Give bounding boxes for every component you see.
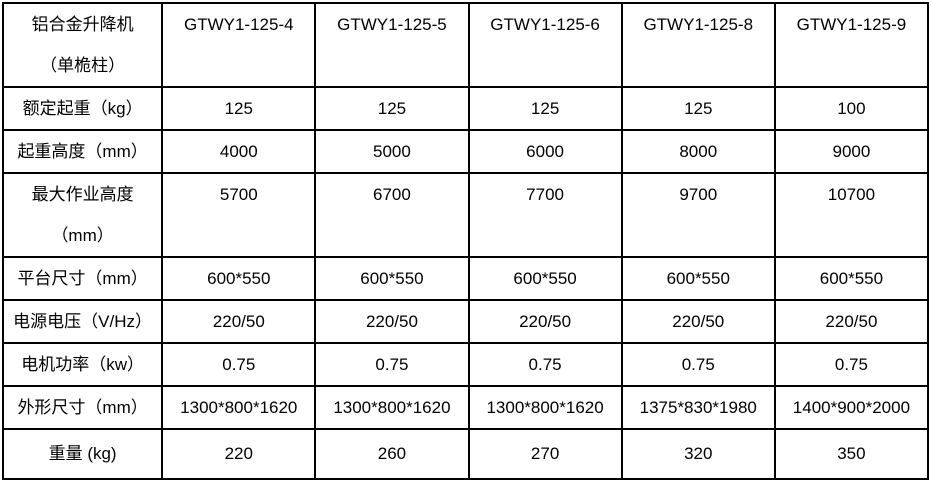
spec-cell: 1300*800*1620 — [467, 385, 623, 430]
spec-cell: 100 — [773, 86, 930, 131]
product-name-line1: 铝合金升降机 — [31, 15, 134, 34]
spec-cell: 220/50 — [620, 299, 776, 344]
spec-cell: 220/50 — [773, 299, 930, 344]
spec-cell: 1375*830*1980 — [620, 385, 776, 430]
spec-cell: 7700 — [467, 172, 623, 258]
spec-cell: 9000 — [773, 129, 930, 174]
table-row-lifting-height: 起重高度（mm） 4000 5000 6000 8000 9000 — [1, 129, 930, 174]
model-header: GTWY1-125-9 — [773, 2, 930, 88]
spec-cell: 125 — [467, 86, 623, 131]
spec-cell: 125 — [620, 86, 776, 131]
spec-cell: 0.75 — [773, 342, 930, 387]
spec-cell: 5700 — [161, 172, 317, 258]
spec-cell: 260 — [314, 428, 470, 480]
spec-cell: 220/50 — [467, 299, 623, 344]
model-header: GTWY1-125-4 — [161, 2, 317, 88]
table-row-weight: 重量 (kg) 220 260 270 320 350 — [1, 428, 930, 480]
table-header-row: 铝合金升降机 （单桅柱） GTWY1-125-4 GTWY1-125-5 GTW… — [1, 2, 930, 88]
spec-cell: 320 — [620, 428, 776, 480]
spec-cell: 0.75 — [467, 342, 623, 387]
spec-cell: 8000 — [620, 129, 776, 174]
table-row-max-working-height: 最大作业高度 （mm） 5700 6700 7700 9700 10700 — [1, 172, 930, 258]
model-header: GTWY1-125-8 — [620, 2, 776, 88]
row-label: 最大作业高度 （mm） — [1, 172, 164, 258]
table-row-rated-load: 额定起重（kg） 125 125 125 125 100 — [1, 86, 930, 131]
row-label: 额定起重（kg） — [1, 86, 164, 131]
product-name-cell: 铝合金升降机 （单桅柱） — [1, 2, 164, 88]
spec-cell: 600*550 — [620, 256, 776, 301]
spec-cell: 6700 — [314, 172, 470, 258]
row-label: 重量 (kg) — [1, 428, 164, 480]
table-row-platform-size: 平台尺寸（mm） 600*550 600*550 600*550 600*550… — [1, 256, 930, 301]
spec-cell: 1300*800*1620 — [161, 385, 317, 430]
model-header: GTWY1-125-6 — [467, 2, 623, 88]
model-header: GTWY1-125-5 — [314, 2, 470, 88]
row-label-line2: （mm） — [51, 226, 114, 245]
spec-cell: 600*550 — [467, 256, 623, 301]
spec-cell: 1300*800*1620 — [314, 385, 470, 430]
spec-cell: 270 — [467, 428, 623, 480]
spec-cell: 4000 — [161, 129, 317, 174]
spec-cell: 5000 — [314, 129, 470, 174]
table-row-motor-power: 电机功率（kw） 0.75 0.75 0.75 0.75 0.75 — [1, 342, 930, 387]
spec-cell: 220 — [161, 428, 317, 480]
row-label: 电机功率（kw） — [1, 342, 164, 387]
spec-cell: 600*550 — [161, 256, 317, 301]
spec-cell: 220/50 — [161, 299, 317, 344]
spec-cell: 600*550 — [773, 256, 930, 301]
spec-cell: 350 — [773, 428, 930, 480]
table-row-power-voltage: 电源电压（V/Hz） 220/50 220/50 220/50 220/50 2… — [1, 299, 930, 344]
spec-cell: 600*550 — [314, 256, 470, 301]
row-label: 起重高度（mm） — [1, 129, 164, 174]
spec-cell: 0.75 — [620, 342, 776, 387]
row-label: 外形尺寸（mm） — [1, 385, 164, 430]
spec-cell: 0.75 — [161, 342, 317, 387]
row-label: 电源电压（V/Hz） — [1, 299, 164, 344]
product-name-line2: （单桅柱） — [40, 56, 126, 75]
spec-cell: 10700 — [773, 172, 930, 258]
spec-cell: 6000 — [467, 129, 623, 174]
row-label: 平台尺寸（mm） — [1, 256, 164, 301]
spec-cell: 125 — [161, 86, 317, 131]
spec-cell: 1400*900*2000 — [773, 385, 930, 430]
spec-cell: 220/50 — [314, 299, 470, 344]
spec-cell: 0.75 — [314, 342, 470, 387]
table-row-overall-dimensions: 外形尺寸（mm） 1300*800*1620 1300*800*1620 130… — [1, 385, 930, 430]
row-label-line1: 最大作业高度 — [31, 185, 134, 204]
spec-cell: 125 — [314, 86, 470, 131]
spec-cell: 9700 — [620, 172, 776, 258]
